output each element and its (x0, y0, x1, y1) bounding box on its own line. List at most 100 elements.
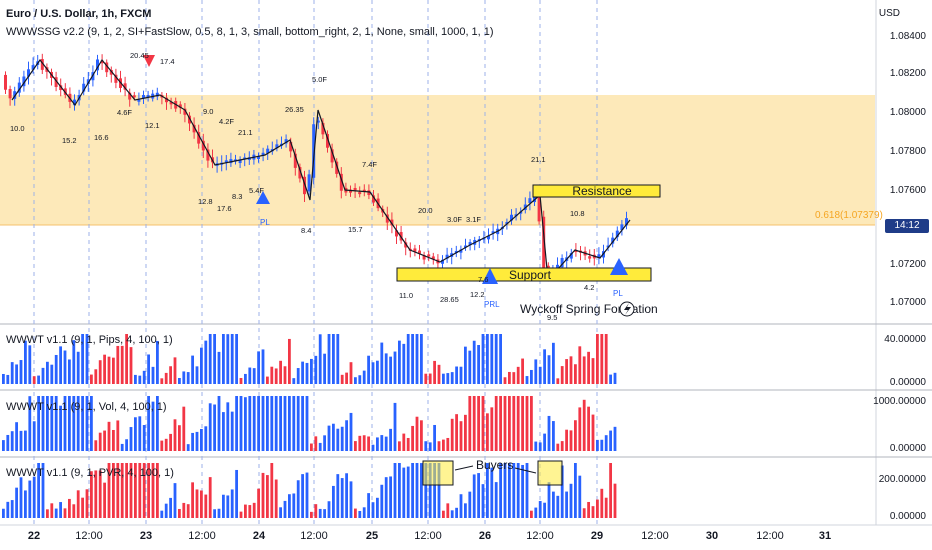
candle-body (142, 94, 145, 99)
histogram-bar (41, 367, 45, 384)
candle-body (261, 152, 265, 156)
candle-body (560, 257, 564, 268)
time-tick: 12:00 (414, 530, 442, 542)
candle-body (339, 173, 343, 191)
histogram-bar (112, 429, 115, 451)
histogram-bar (54, 354, 58, 384)
histogram-bar (455, 507, 458, 518)
histogram-bar (556, 443, 560, 451)
histogram-bar (600, 334, 604, 384)
indicator-label[interactable]: WWWSSG v2.2 (9, 1, 2, SI+FastSlow, 0.5, … (6, 26, 494, 38)
candle-body (510, 214, 513, 221)
histogram-bar (332, 485, 335, 518)
candle-body (8, 89, 12, 99)
swing-label: 15.7 (348, 225, 363, 234)
histogram-bar (464, 414, 467, 451)
histogram-bar (68, 498, 71, 518)
pl-label-2: PRL (484, 300, 500, 309)
histogram-bar (125, 334, 128, 384)
histogram-bar (10, 362, 14, 384)
candle-body (454, 250, 458, 253)
histogram-bar (314, 355, 318, 384)
histogram-bar (459, 421, 463, 451)
histogram-bar (354, 508, 357, 518)
histogram-bar (472, 474, 476, 518)
candle-body (100, 60, 104, 64)
histogram-bar (442, 439, 445, 451)
histogram-bar (305, 472, 309, 518)
histogram-bar (468, 350, 472, 384)
histogram-bar (565, 429, 568, 451)
panel-1-top: 40.00000 (884, 334, 926, 345)
histogram-bar (274, 368, 278, 384)
histogram-bar (415, 334, 419, 384)
histogram-bar (116, 420, 120, 451)
histogram-bar (164, 438, 168, 451)
swing-label: 11.0 (399, 291, 413, 300)
histogram-bar (134, 463, 137, 518)
histogram-bar (107, 356, 111, 384)
histogram-bar (252, 502, 256, 518)
histogram-bar (112, 357, 115, 384)
histogram-bar (503, 377, 507, 384)
histogram-bar (270, 396, 274, 451)
histogram-bar (371, 362, 375, 384)
histogram-bar (525, 376, 529, 384)
panel-1-label[interactable]: WWWT v1.1 (9, 1, Pips, 4, 100, 1) (6, 334, 173, 346)
resistance-box (532, 184, 661, 198)
histogram-bar (169, 497, 172, 518)
histogram-bar (336, 428, 340, 451)
histogram-bar (582, 356, 586, 384)
histogram-bar (367, 355, 370, 384)
pl-label-3: PL (613, 289, 623, 298)
swing-label: 20.45 (130, 51, 149, 60)
histogram-bar (389, 476, 392, 518)
candle-body (418, 250, 421, 254)
candle-body (169, 102, 173, 105)
histogram-bar (182, 406, 186, 451)
histogram-bar (90, 374, 93, 384)
buyers-box-2 (537, 460, 563, 486)
price-tick: 1.07800 (889, 146, 926, 157)
candle-body (464, 245, 467, 248)
swing-label: 21.1 (238, 128, 253, 137)
buy-signal-marker-2 (482, 268, 498, 284)
histogram-bar (323, 509, 326, 518)
histogram-bar (393, 351, 397, 384)
swing-label: 17.6 (217, 204, 232, 213)
panel-3-label[interactable]: WWWT v1.1 (9, 1, PVR, 4, 100, 1) (6, 467, 174, 479)
histogram-bar (582, 399, 586, 451)
histogram-bar (323, 435, 326, 451)
buyers-arrow-2 (514, 467, 537, 474)
histogram-bar (288, 396, 291, 451)
candle-body (533, 194, 536, 203)
panel-2-label[interactable]: WWWT v1.1 (9, 1, Vol, 4, 100, 1) (6, 401, 167, 413)
candle-body (96, 59, 99, 71)
candle-body (132, 95, 136, 98)
histogram-bar (85, 334, 89, 384)
histogram-bar (37, 396, 40, 451)
candle-body (165, 97, 168, 103)
chart-title[interactable]: Euro / U.S. Dollar, 1h, FXCM (6, 8, 152, 20)
histogram-bar (178, 425, 181, 451)
histogram-bar (54, 396, 58, 451)
swing-label: 28.65 (440, 295, 459, 304)
histogram-bar (116, 463, 120, 518)
histogram-bar (72, 396, 76, 451)
fib-label: 0.618(1.07379) (815, 210, 883, 221)
histogram-bar (46, 509, 49, 518)
histogram-bar (525, 463, 529, 518)
histogram-bar (420, 420, 423, 451)
candle-body (487, 235, 490, 240)
histogram-bar (521, 358, 524, 384)
histogram-bar (398, 441, 401, 451)
histogram-bar (279, 507, 282, 518)
candle-body (17, 82, 21, 93)
histogram-bar (442, 373, 445, 384)
histogram-bar (499, 396, 502, 451)
histogram-bar (516, 396, 520, 451)
histogram-bar (72, 340, 76, 384)
histogram-bar (156, 396, 159, 451)
